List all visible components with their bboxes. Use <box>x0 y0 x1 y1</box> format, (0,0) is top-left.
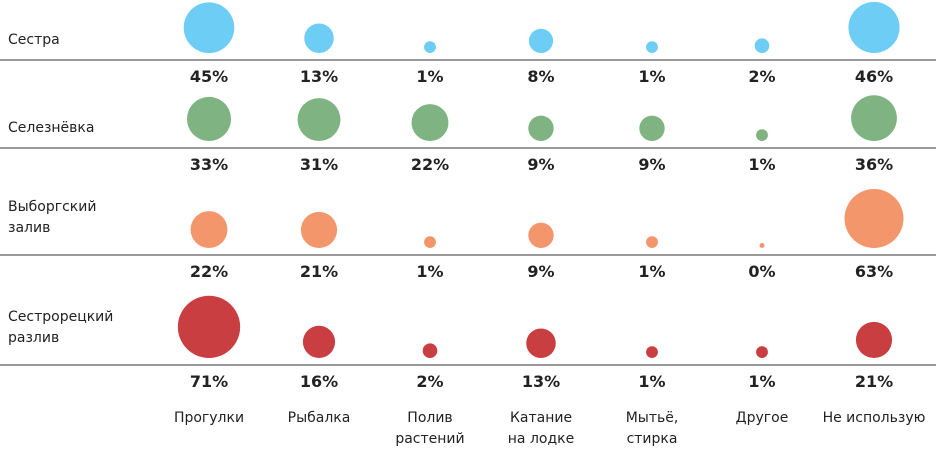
value-label: 13% <box>299 67 339 86</box>
category-label: Не использую <box>822 410 926 426</box>
bubble <box>177 295 241 359</box>
value-label: 9% <box>527 262 555 281</box>
bubble <box>646 41 658 53</box>
bubble <box>528 222 554 248</box>
bubble <box>422 343 438 358</box>
value-label: 8% <box>527 67 555 86</box>
bubble <box>754 38 770 53</box>
series-name: Селезнёвка <box>8 120 95 136</box>
bubble <box>848 1 900 53</box>
bubble <box>759 243 765 248</box>
value-label: 22% <box>410 155 450 174</box>
value-label: 13% <box>521 372 561 391</box>
category-label: Полив растений <box>395 410 465 447</box>
bubble <box>526 328 556 358</box>
bubble <box>756 346 768 358</box>
value-label: 16% <box>299 372 339 391</box>
bubble <box>855 321 893 358</box>
value-label: 1% <box>638 372 666 391</box>
value-label: 2% <box>416 372 444 391</box>
category-label: Другое <box>735 410 789 426</box>
value-label: 36% <box>854 155 894 174</box>
series-name: Выборгский залив <box>8 199 97 236</box>
value-label: 1% <box>416 67 444 86</box>
value-label: 21% <box>854 372 894 391</box>
value-label: 31% <box>299 155 339 174</box>
bubble <box>300 211 338 248</box>
value-label: 71% <box>189 372 229 391</box>
bubble <box>528 28 554 53</box>
series-name: Сестра <box>8 32 60 48</box>
bubble <box>424 41 436 53</box>
category-label: Катание на лодке <box>507 410 575 447</box>
bubble <box>528 115 554 141</box>
bubble <box>851 95 897 141</box>
bubble <box>639 115 665 141</box>
value-label: 33% <box>189 155 229 174</box>
category-label: Рыбалка <box>287 410 351 426</box>
value-label: 45% <box>189 67 229 86</box>
value-label: 9% <box>638 155 666 174</box>
bubble <box>304 23 334 53</box>
category-label: Мытьё, стирка <box>625 410 679 447</box>
value-label: 1% <box>416 262 444 281</box>
bubble <box>183 2 235 53</box>
value-label: 63% <box>854 262 894 281</box>
series-name: Сестрорецкий разлив <box>8 309 114 346</box>
value-label: 1% <box>638 67 666 86</box>
category-label: Прогулки <box>173 410 245 426</box>
bubble <box>646 346 658 358</box>
bubble <box>302 325 336 358</box>
value-label: 0% <box>748 262 776 281</box>
bubble <box>646 236 658 249</box>
value-label: 21% <box>299 262 339 281</box>
value-label: 1% <box>638 262 666 281</box>
value-label: 2% <box>748 67 776 86</box>
value-label: 1% <box>748 155 776 174</box>
bubble <box>297 98 341 141</box>
bubble <box>844 189 904 248</box>
value-label: 9% <box>527 155 555 174</box>
bubble <box>190 211 228 248</box>
value-label: 46% <box>854 67 894 86</box>
bubble <box>186 96 232 141</box>
value-label: 22% <box>189 262 229 281</box>
bubble <box>756 129 768 142</box>
value-label: 1% <box>748 372 776 391</box>
bubble <box>424 236 436 249</box>
bubble <box>411 104 449 141</box>
